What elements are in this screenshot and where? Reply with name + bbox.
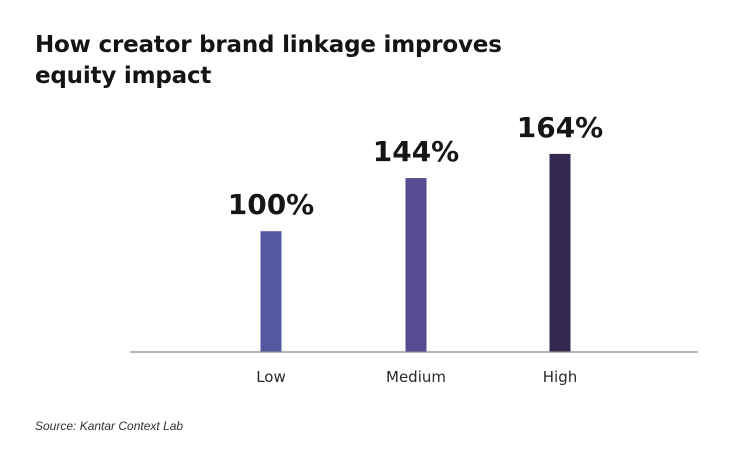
x-tick-label-low: Low [256, 368, 286, 386]
x-tick-label-medium: Medium [386, 368, 446, 386]
x-tick-labels-group: Low Medium High [256, 368, 577, 386]
bar-high [549, 153, 571, 352]
value-label-medium: 144% [373, 135, 460, 168]
value-labels-group: 100% 144% 164% [228, 111, 604, 221]
bar-medium [405, 178, 427, 352]
chart-title: How creator brand linkage improves equit… [35, 32, 502, 89]
bars-group [260, 153, 571, 352]
bar-low [260, 231, 282, 352]
value-label-high: 164% [517, 111, 604, 144]
x-tick-label-high: High [543, 368, 577, 386]
value-label-low: 100% [228, 188, 315, 221]
source-note: Source: Kantar Context Lab [35, 419, 184, 433]
